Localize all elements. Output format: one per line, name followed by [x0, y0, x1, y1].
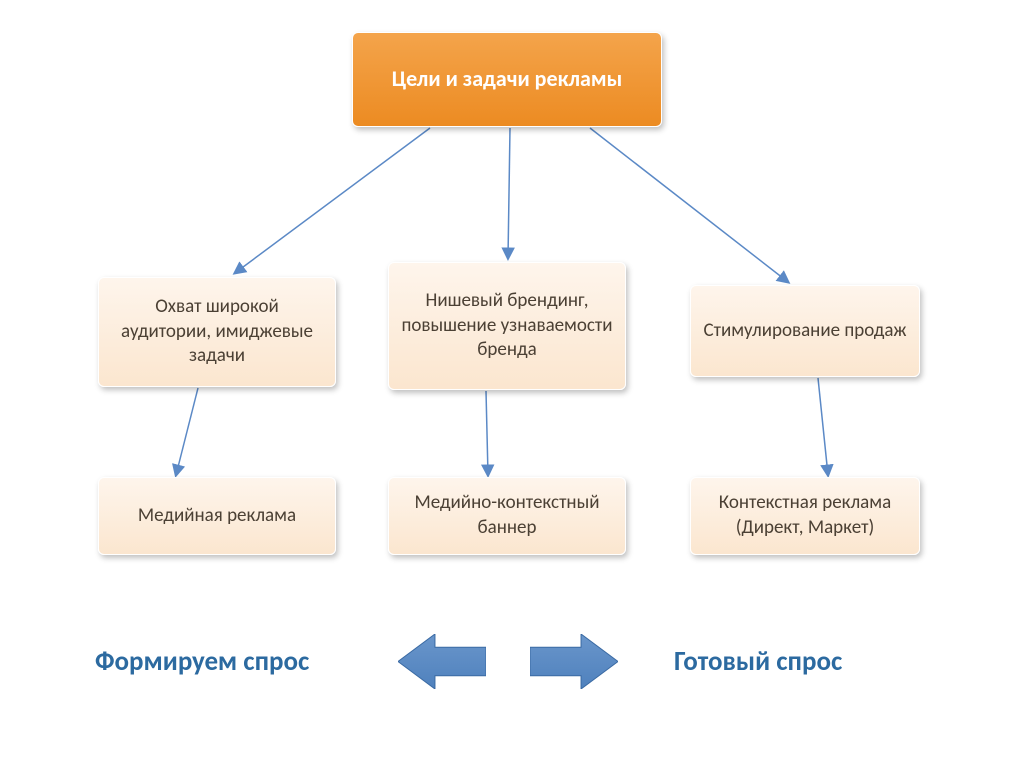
bot-node-0: Медийная реклама	[98, 477, 336, 555]
footer-left-label: Формируем спрос	[95, 645, 309, 678]
mid-node-0: Охват широкой аудитории, имиджевые задач…	[98, 277, 336, 387]
bot-node-2: Контекстная реклама (Директ, Маркет)	[690, 477, 920, 555]
mid-node-2: Стимулирование продаж	[690, 285, 920, 377]
block-arrow-left	[398, 634, 486, 689]
bot-node-1: Медийно-контекстный баннер	[388, 477, 626, 555]
block-arrow-right	[530, 634, 618, 689]
mid-node-1: Нишевый брендинг, повышение узнаваемости…	[388, 262, 626, 390]
footer-right-label: Готовый спрос	[674, 645, 842, 678]
root-node: Цели и задачи рекламы	[352, 32, 662, 127]
